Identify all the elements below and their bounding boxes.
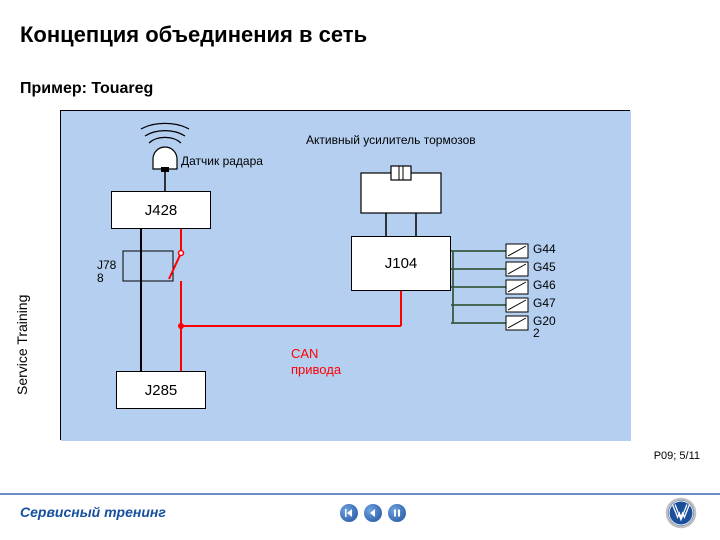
radar-label: Датчик радара xyxy=(181,154,263,168)
node-j428-label: J428 xyxy=(145,202,178,219)
node-j285: J285 xyxy=(116,371,206,409)
sensor-label-1: G45 xyxy=(533,261,556,273)
node-j104: J104 xyxy=(351,236,451,291)
diagram: Датчик радара Активный усилитель тормозо… xyxy=(60,110,630,440)
nav-back-button[interactable] xyxy=(364,504,382,522)
sensor-label-3: G47 xyxy=(533,297,556,309)
page-subtitle: Пример: Touareg xyxy=(20,80,153,98)
vertical-label: Service Training xyxy=(14,295,30,395)
page-number: P09; 5/11 xyxy=(654,450,700,462)
node-j285-label: J285 xyxy=(145,382,178,399)
footer-divider xyxy=(0,493,720,495)
can-label: CAN привода xyxy=(291,346,341,377)
nav-buttons xyxy=(340,504,406,522)
page-title: Концепция объединения в сеть xyxy=(20,22,367,48)
sensor-label-2: G46 xyxy=(533,279,556,291)
footer-text: Сервисный тренинг xyxy=(20,504,166,520)
node-j104-label: J104 xyxy=(385,255,418,272)
nav-back-start-button[interactable] xyxy=(340,504,358,522)
node-j428: J428 xyxy=(111,191,211,229)
sensor-label-0: G44 xyxy=(533,243,556,255)
brake-label: Активный усилитель тормозов xyxy=(306,133,476,147)
node-j788-label: J78 8 xyxy=(97,259,116,285)
nav-pause-button[interactable] xyxy=(388,504,406,522)
sensor-label-4: G20 2 xyxy=(533,315,556,339)
vw-logo xyxy=(664,496,698,530)
